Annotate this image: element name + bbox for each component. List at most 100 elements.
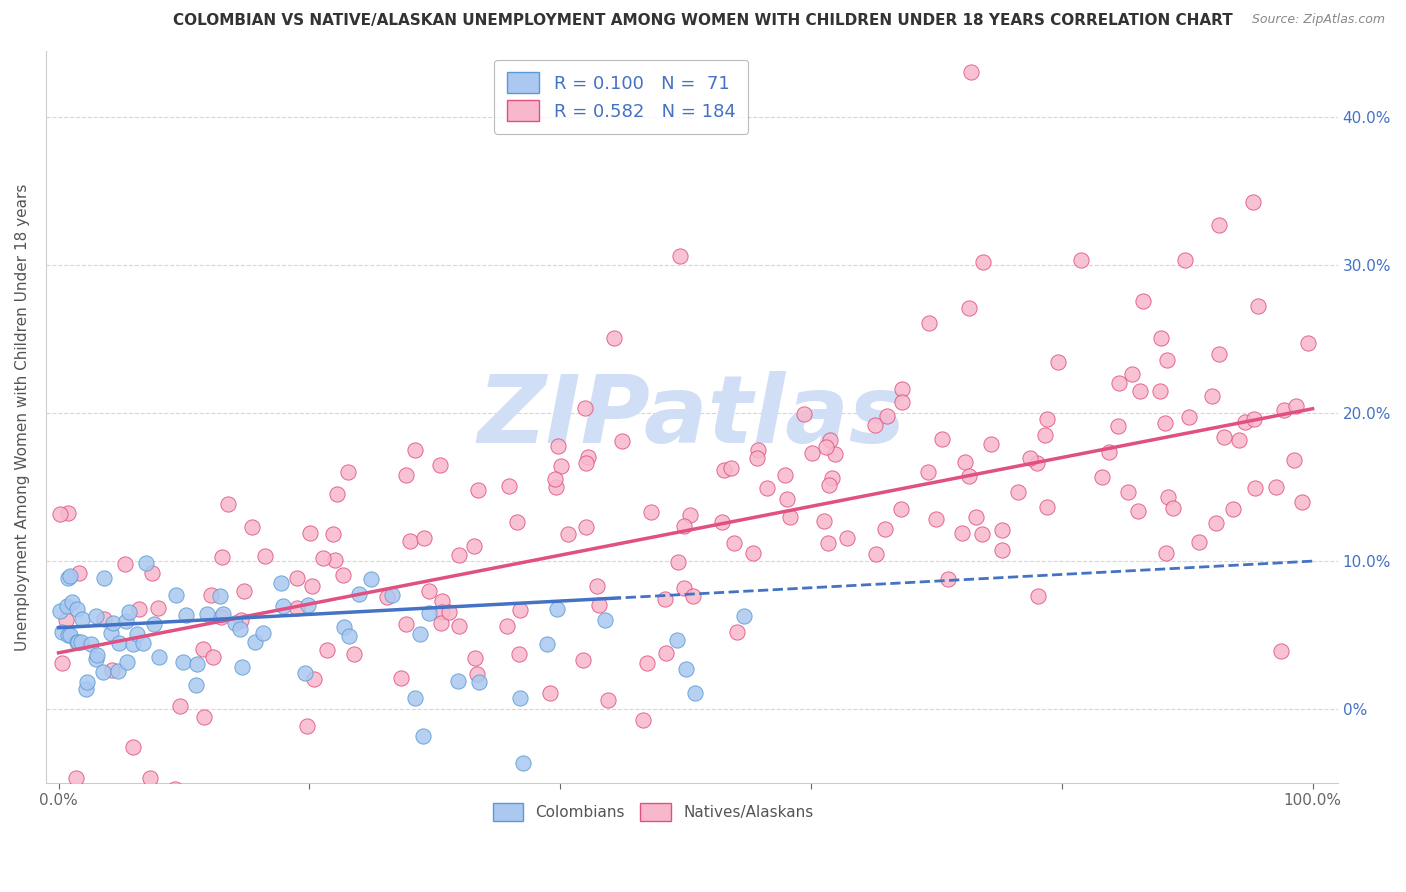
Point [93,612,115,626]
Point [231,660,253,674]
Point [1284,452,1306,467]
Point [118,605,141,619]
Point [65,772,87,786]
Point [711,515,734,529]
Point [217,497,239,511]
Point [404,691,426,706]
Point [776,491,799,506]
Point [58,628,80,642]
Point [683,686,706,700]
Point [66,635,89,649]
Point [891,382,914,396]
Point [191,642,214,657]
Point [430,605,453,619]
Point [449,619,471,633]
Point [546,480,568,494]
Point [509,603,531,617]
Point [224,616,246,631]
Point [229,622,252,636]
Point [67,566,90,580]
Point [165,588,187,602]
Point [138,772,160,786]
Point [756,481,779,495]
Point [75,681,97,696]
Point [713,462,735,476]
Point [509,691,531,706]
Point [51,625,73,640]
Point [360,573,382,587]
Point [821,470,844,484]
Point [588,598,610,612]
Point [70,634,93,648]
Point [957,301,980,315]
Point [1129,384,1152,398]
Point [1156,353,1178,368]
Point [936,572,959,586]
Point [125,626,148,640]
Point [84,608,107,623]
Point [84,652,107,666]
Point [1025,456,1047,470]
Point [56,506,79,520]
Point [575,519,598,533]
Point [1019,450,1042,465]
Point [572,653,595,667]
Point [273,599,295,613]
Point [398,534,420,549]
Point [1241,194,1264,209]
Point [193,709,215,723]
Point [1108,376,1130,390]
Point [1270,644,1292,658]
Point [56,599,79,614]
Text: Source: ZipAtlas.com: Source: ZipAtlas.com [1251,13,1385,27]
Point [465,666,488,681]
Point [101,663,124,677]
Point [917,465,939,479]
Point [679,508,702,522]
Point [665,633,688,648]
Point [1150,331,1173,345]
Point [1265,480,1288,494]
Point [114,557,136,571]
Point [991,523,1014,537]
Point [253,549,276,564]
Point [285,571,308,585]
Point [574,401,596,415]
Point [1157,490,1180,504]
Point [779,510,801,524]
Point [172,655,194,669]
Point [669,249,692,263]
Point [287,600,309,615]
Point [612,434,634,449]
Point [1070,253,1092,268]
Point [208,589,231,603]
Point [1177,409,1199,424]
Point [101,615,124,630]
Point [114,614,136,628]
Point [115,655,138,669]
Point [148,601,170,615]
Point [918,316,941,330]
Point [1296,336,1319,351]
Point [294,666,316,681]
Point [122,739,145,754]
Point [603,331,626,345]
Point [931,432,953,446]
Point [302,672,325,686]
Point [141,566,163,581]
Point [439,605,461,619]
Point [1026,589,1049,603]
Point [950,525,973,540]
Point [49,604,72,618]
Point [742,546,765,560]
Point [463,539,485,553]
Point [775,468,797,483]
Point [381,588,404,602]
Text: COLOMBIAN VS NATIVE/ALASKAN UNEMPLOYMENT AMONG WOMEN WITH CHILDREN UNDER 18 YEAR: COLOMBIAN VS NATIVE/ALASKAN UNEMPLOYMENT… [173,13,1233,29]
Point [876,409,898,423]
Y-axis label: Unemployment Among Women with Children Under 18 years: Unemployment Among Women with Children U… [15,183,30,650]
Point [107,665,129,679]
Point [243,635,266,649]
Point [512,756,534,770]
Point [332,568,354,582]
